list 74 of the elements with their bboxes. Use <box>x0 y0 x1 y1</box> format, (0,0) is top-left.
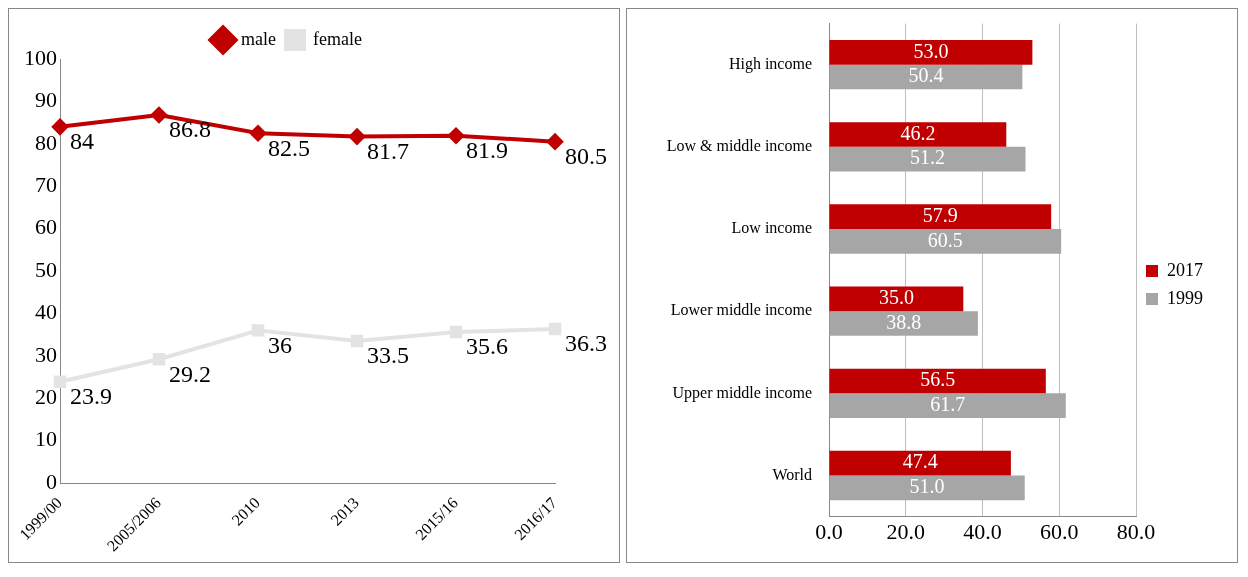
bar <box>829 286 964 312</box>
data-label: 82.5 <box>268 134 310 161</box>
data-label: 53.0 <box>913 39 949 62</box>
y-tick-label: Upper middle income <box>672 383 812 402</box>
data-label: 35.0 <box>878 286 914 309</box>
point <box>151 106 167 123</box>
bar <box>829 450 1011 476</box>
y-tick-label: 10 <box>35 426 57 452</box>
y-tick-label: 50 <box>35 256 57 282</box>
x-tick-label: 80.0 <box>1116 518 1156 544</box>
bar <box>829 311 978 336</box>
bar <box>829 368 1046 394</box>
data-label: 35.6 <box>466 333 508 360</box>
y-tick-label: High income <box>728 54 812 73</box>
legend-label: male <box>241 28 277 49</box>
bar <box>829 146 1026 172</box>
data-label: 36.3 <box>565 330 607 357</box>
point <box>250 125 266 142</box>
y-tick-label: Lower middle income <box>670 301 812 319</box>
bar <box>829 122 1007 147</box>
y-tick-label: 40 <box>35 299 57 325</box>
data-label: 60.5 <box>927 228 963 251</box>
y-tick-label: 30 <box>35 341 57 367</box>
y-tick-label: Low & middle income <box>666 137 812 155</box>
point <box>547 133 563 150</box>
data-label: 57.9 <box>922 203 958 226</box>
data-label: 51.2 <box>909 146 945 169</box>
data-label: 29.2 <box>169 360 211 387</box>
data-label: 56.5 <box>920 368 956 391</box>
data-label: 46.2 <box>900 121 936 144</box>
data-label: 84 <box>70 128 94 155</box>
y-tick-label: 0 <box>46 468 57 494</box>
data-label: 50.4 <box>908 64 944 87</box>
data-label: 47.4 <box>902 450 938 473</box>
x-tick-label: 20.0 <box>886 518 925 544</box>
data-label: 81.9 <box>466 137 508 164</box>
data-label: 51.0 <box>909 475 945 498</box>
y-tick-label: 20 <box>35 384 57 409</box>
data-label: 38.8 <box>886 310 922 333</box>
point <box>548 322 562 336</box>
point <box>251 324 265 337</box>
x-tick-label: 40.0 <box>963 518 1002 544</box>
y-tick-label: World <box>772 465 812 483</box>
bar <box>829 229 1062 254</box>
x-tick-label: 60.0 <box>1040 518 1079 544</box>
legend-label: 2017 <box>1167 259 1203 280</box>
bar <box>829 475 1025 501</box>
data-label: 80.5 <box>565 142 607 169</box>
x-tick-label: 0.0 <box>815 518 843 544</box>
y-tick-label: 80 <box>35 129 57 155</box>
point <box>53 375 67 388</box>
bar <box>829 40 1033 65</box>
point <box>52 118 68 135</box>
legend-label: 1999 <box>1167 287 1203 308</box>
point <box>448 127 464 144</box>
bar <box>829 204 1052 230</box>
y-tick-label: 60 <box>35 214 57 240</box>
data-label: 81.7 <box>367 137 409 164</box>
y-tick-label: 70 <box>35 171 57 197</box>
y-tick-label: Low income <box>731 219 812 237</box>
legend-label: female <box>313 28 362 49</box>
point <box>449 325 463 339</box>
y-tick-label: 100 <box>24 44 57 70</box>
point <box>349 128 365 145</box>
bar <box>829 393 1066 418</box>
y-tick-label: 90 <box>35 87 57 113</box>
point <box>350 334 364 348</box>
point <box>152 352 166 366</box>
data-label: 86.8 <box>169 116 211 143</box>
data-label: 23.9 <box>70 382 112 409</box>
data-label: 61.7 <box>930 392 966 415</box>
data-label: 33.5 <box>367 342 409 369</box>
data-label: 36 <box>268 331 292 358</box>
bar <box>829 64 1023 90</box>
